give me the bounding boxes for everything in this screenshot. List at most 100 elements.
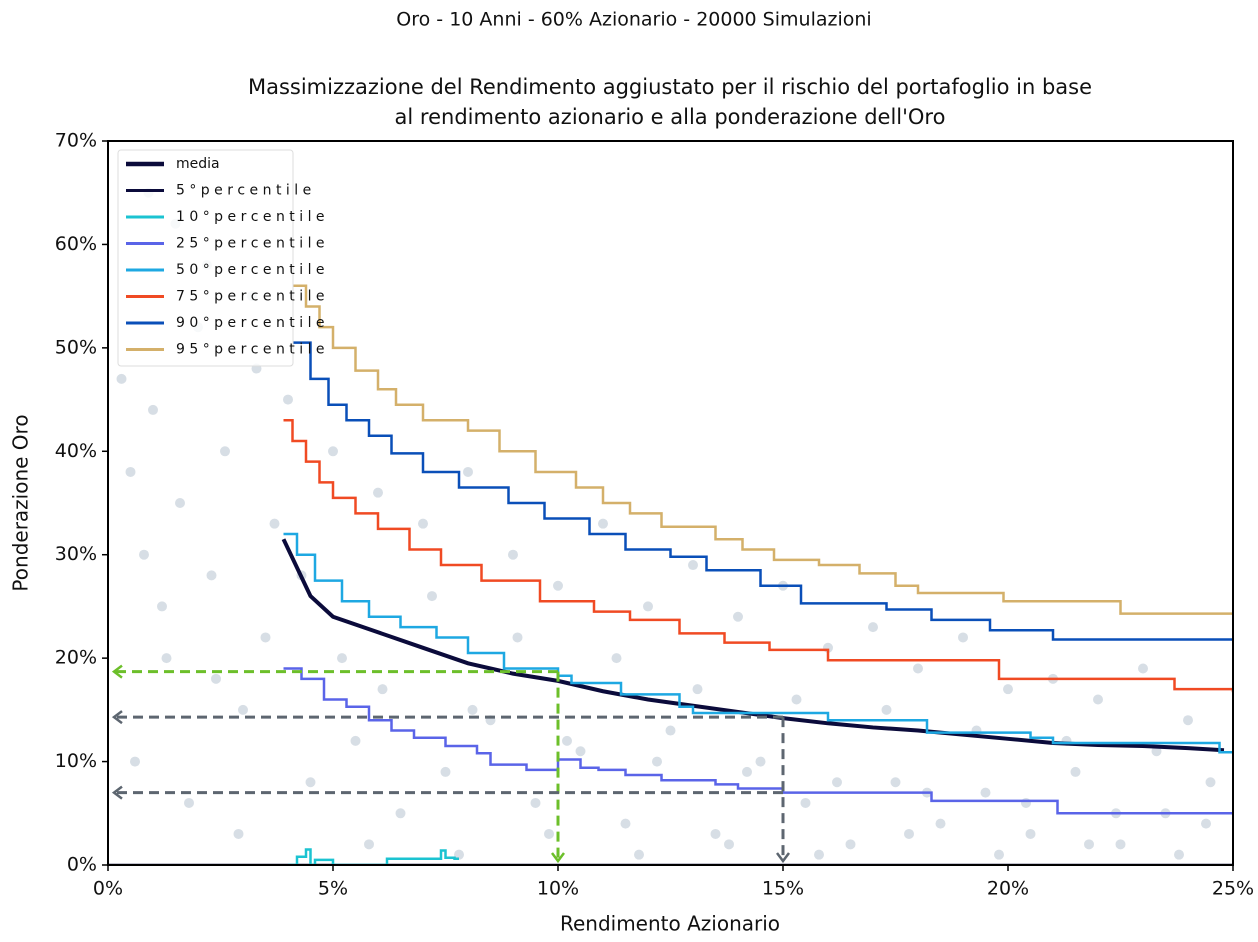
chart-title: al rendimento azionario e alla ponderazi… [395,105,946,129]
guide-arrow [111,710,123,725]
legend-box [117,149,294,367]
scatter-point [980,787,991,798]
scatter-point [868,622,878,633]
scatter-point [1174,849,1184,860]
scatter-point [611,653,622,664]
scatter-point [1183,715,1193,726]
scatter-point [1021,797,1031,808]
scatter-point [733,611,743,622]
scatter-point [206,570,217,581]
scatter-point [724,839,734,850]
series-line [283,419,1233,693]
scatter-point [125,466,136,477]
scatter-point [233,828,244,839]
y-tick-label: 60% [55,233,97,255]
scatter-point [562,735,572,746]
scatter-point [575,746,586,757]
scatter-point [814,849,824,860]
series-line [288,848,459,865]
scatter-point [913,663,923,674]
scatter-point [544,828,554,839]
scatter-point [1070,766,1081,777]
scatter-point [800,797,811,808]
guide-arrow [111,664,123,679]
scatter-point [211,673,221,684]
scatter-point [418,518,428,529]
scatter-point [305,777,316,788]
scatter-point [598,518,608,529]
scatter-point [890,777,901,788]
y-axis-label: Ponderazione Oro [9,414,33,591]
y-tick-label: 10% [55,750,97,772]
scatter-point [220,446,230,457]
series-line [292,284,1233,615]
scatter-point [157,601,167,612]
legend-label: 7 5 ° p e r c e n t i l e [176,289,325,305]
scatter-point [1084,839,1094,850]
x-tick-label: 5% [318,878,348,900]
scatter-point [553,580,563,591]
series-line [283,532,1233,754]
scatter-point [832,777,842,788]
x-tick-label: 20% [987,878,1029,900]
legend-label: 9 5 ° p e r c e n t i l e [176,342,325,358]
scatter-point [328,446,338,457]
scatter-point [440,766,451,777]
guide-arrow [111,785,123,800]
chart-title: Massimizzazione del Rendimento aggiustat… [248,75,1092,99]
x-tick-label: 10% [537,878,579,900]
scatter-point [350,735,361,746]
scatter-point [467,704,478,715]
legend-label: 9 0 ° p e r c e n t i l e [176,315,325,331]
guide-arrow [776,852,790,864]
scatter-point [427,591,437,602]
scatter-point [791,694,802,705]
scatter-point [881,704,892,715]
scatter-point [994,849,1004,860]
scatter-point [337,653,347,664]
scatter-point [161,653,172,664]
scatter-point [395,808,406,819]
scatter-point [665,725,676,736]
scatter-point [373,487,383,498]
plot-frame [107,140,1234,866]
scatter-point [1201,818,1211,829]
scatter-point [116,373,127,384]
scatter-point [260,632,271,643]
scatter-point [1003,684,1013,695]
scatter-point [508,549,518,560]
scatter-point [175,498,185,508]
scatter-point [139,549,149,560]
scatter-point [710,828,721,839]
scatter-point [1115,839,1126,850]
scatter-point [283,394,293,405]
scatter-point [512,632,523,643]
scatter-point [755,756,766,767]
scatter-point [238,704,248,715]
scatter-point [1093,694,1103,705]
scatter-point [904,828,914,839]
scatter-point [742,766,752,777]
scatter-point [652,756,662,767]
scatter-point [463,466,473,477]
y-tick-label: 50% [55,336,97,358]
x-tick-label: 25% [1212,878,1254,900]
scatter-point [935,818,946,829]
scatter-point [620,818,631,829]
series-line [292,341,1233,641]
scatter-point [1138,663,1148,674]
plot-area [108,187,1233,865]
scatter-point [530,797,541,808]
legend-label: media [176,156,220,172]
legend-label: 1 0 ° p e r c e n t i l e [176,209,325,225]
guide-arrow [551,852,565,864]
legend-label: 5 ° p e r c e n t i l e [176,183,311,199]
y-tick-label: 0% [67,854,97,876]
scatter-point [364,839,374,850]
suptitle: Oro - 10 Anni - 60% Azionario - 20000 Si… [396,9,871,31]
legend-label: 5 0 ° p e r c e n t i l e [176,262,325,278]
series-line [283,667,1233,815]
scatter-point [643,601,653,612]
y-tick-label: 40% [55,440,97,462]
